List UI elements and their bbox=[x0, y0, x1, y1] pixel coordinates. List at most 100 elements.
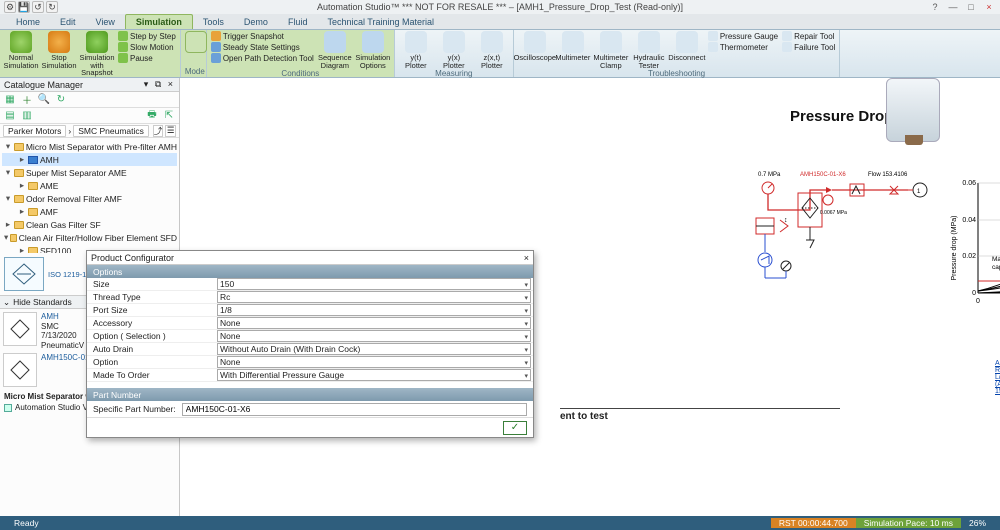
yt-plotter-button[interactable]: y(t) Plotter bbox=[399, 31, 433, 69]
opt-label: Made To Order bbox=[87, 370, 215, 380]
tree-node[interactable]: Clean Gas Filter SF bbox=[26, 220, 101, 230]
schem-label: Flow 153.4106 bbox=[868, 172, 908, 178]
cat-search-icon[interactable]: 🔍 bbox=[37, 93, 51, 107]
crumb-item[interactable]: Parker Motors bbox=[3, 125, 66, 137]
tree-node[interactable]: SFD100 bbox=[40, 246, 71, 254]
tab-tools[interactable]: Tools bbox=[193, 15, 234, 29]
catalogue-title: Catalogue Manager bbox=[4, 80, 83, 90]
cat-refresh-icon[interactable]: ↻ bbox=[54, 93, 68, 107]
snapshot-sim-button[interactable]: Simulation with Snapshot bbox=[80, 31, 114, 77]
tab-view[interactable]: View bbox=[86, 15, 125, 29]
flow-result-link[interactable]: Air Flow Rate L/min (ANR): 153.4106 bbox=[995, 360, 1000, 395]
dialog-titlebar[interactable]: Product Configurator × bbox=[87, 251, 533, 265]
open-path-button[interactable]: Open Path Detection Tool bbox=[211, 53, 314, 63]
accessory-select[interactable]: None bbox=[217, 317, 531, 329]
tree-node[interactable]: Clean Air Filter/Hollow Fiber Element SF… bbox=[19, 233, 177, 243]
tab-fluid[interactable]: Fluid bbox=[278, 15, 318, 29]
opt-label: Port Size bbox=[87, 305, 215, 315]
pause-button[interactable]: Pause bbox=[118, 53, 176, 63]
svg-text:Max. flow: Max. flow bbox=[992, 256, 1000, 263]
cat-print-icon[interactable]: 🖶 bbox=[145, 109, 159, 123]
size-select[interactable]: 150 bbox=[217, 278, 531, 290]
partnumber-row: Specific Part Number: bbox=[87, 401, 533, 417]
cat-add-icon[interactable]: ＋ bbox=[20, 93, 34, 107]
svg-text:Pressure drop (MPa): Pressure drop (MPa) bbox=[951, 216, 958, 281]
ok-button[interactable]: ✓ bbox=[503, 421, 527, 435]
tree-node[interactable]: AMF bbox=[40, 207, 58, 217]
pneumatic-schematic: 0.7 MPa AMH150C-01-X6 Flow 153.4106 bbox=[750, 168, 940, 298]
pressure-gauge-button[interactable]: Pressure Gauge bbox=[708, 31, 778, 41]
steady-state-button[interactable]: Steady State Settings bbox=[211, 42, 314, 52]
tab-simulation[interactable]: Simulation bbox=[125, 14, 193, 29]
tab-training[interactable]: Technical Training Material bbox=[317, 15, 444, 29]
oscilloscope-button[interactable]: Oscilloscope bbox=[518, 31, 552, 62]
opt-label: Thread Type bbox=[87, 292, 215, 302]
trigger-snapshot-button[interactable]: Trigger Snapshot bbox=[211, 31, 314, 41]
maximize-button[interactable]: □ bbox=[964, 1, 978, 13]
tree-node[interactable]: Super Mist Separator AME bbox=[26, 168, 127, 178]
cat-new-icon[interactable]: ▦ bbox=[3, 93, 17, 107]
port-select[interactable]: 1/8 bbox=[217, 304, 531, 316]
crumb-up-icon[interactable]: ⤴ bbox=[153, 125, 164, 137]
catalogue-breadcrumb: Parker Motors › SMC Pneumatics ⤴ ☰ bbox=[0, 124, 179, 138]
tab-edit[interactable]: Edit bbox=[50, 15, 86, 29]
status-rst: RST 00:00:44.700 bbox=[771, 518, 856, 528]
options-body: Size150 Thread TypeRc Port Size1/8 Acces… bbox=[87, 278, 533, 388]
cat-export-icon[interactable]: ⇱ bbox=[162, 109, 176, 123]
dialog-title: Product Configurator bbox=[91, 253, 174, 263]
sequence-diagram-button[interactable]: Sequence Diagram bbox=[318, 31, 352, 69]
hydraulic-tester-button[interactable]: Hydraulic Tester bbox=[632, 31, 666, 69]
tree-node[interactable]: Odor Removal Filter AMF bbox=[26, 194, 122, 204]
thread-select[interactable]: Rc bbox=[217, 291, 531, 303]
tree-node[interactable]: AME bbox=[40, 181, 58, 191]
qat-button[interactable]: 💾 bbox=[18, 1, 30, 13]
option-sel-select[interactable]: None bbox=[217, 330, 531, 342]
stop-sim-button[interactable]: Stop Simulation bbox=[42, 31, 76, 69]
sim-options-button[interactable]: Simulation Options bbox=[356, 31, 390, 69]
ribbon-group-conditions: Trigger Snapshot Steady State Settings O… bbox=[207, 30, 395, 77]
minimize-button[interactable]: — bbox=[946, 1, 960, 13]
mode-button[interactable] bbox=[185, 31, 207, 54]
qat-button[interactable]: ↻ bbox=[46, 1, 58, 13]
yx-plotter-button[interactable]: y(x) Plotter bbox=[437, 31, 471, 69]
close-button[interactable]: × bbox=[982, 1, 996, 13]
catalogue-tree[interactable]: ▾Micro Mist Separator with Pre-filter AM… bbox=[0, 138, 179, 253]
failure-tool-button[interactable]: Failure Tool bbox=[782, 42, 835, 52]
multimeter-clamp-button[interactable]: Multimeter Clamp bbox=[594, 31, 628, 69]
tree-node[interactable]: Micro Mist Separator with Pre-filter AMH bbox=[26, 142, 177, 152]
panel-controls[interactable]: ▾ ⧉ × bbox=[144, 79, 175, 90]
thermometer-button[interactable]: Thermometer bbox=[708, 42, 778, 52]
disconnect-button[interactable]: Disconnect bbox=[670, 31, 704, 62]
partnumber-input[interactable] bbox=[182, 403, 527, 416]
repair-tool-button[interactable]: Repair Tool bbox=[782, 31, 835, 41]
status-bar: Ready RST 00:00:44.700 Simulation Pace: … bbox=[0, 516, 1000, 530]
autodrain-select[interactable]: Without Auto Drain (With Drain Cock) bbox=[217, 343, 531, 355]
option-select[interactable]: None bbox=[217, 356, 531, 368]
tree-node[interactable]: AMH bbox=[40, 155, 59, 165]
tab-demo[interactable]: Demo bbox=[234, 15, 278, 29]
qat-button[interactable]: ⚙ bbox=[4, 1, 16, 13]
normal-sim-button[interactable]: Normal Simulation bbox=[4, 31, 38, 69]
qat-button[interactable]: ↺ bbox=[32, 1, 44, 13]
cat-filter-icon[interactable]: ▥ bbox=[20, 109, 34, 123]
ribbon-tabstrip: Home Edit View Simulation Tools Demo Flu… bbox=[0, 14, 1000, 30]
partnumber-section-header: Part Number bbox=[87, 388, 533, 401]
standard-symbol[interactable] bbox=[4, 257, 44, 291]
crumb-item[interactable]: SMC Pneumatics bbox=[73, 125, 149, 137]
slow-button[interactable]: Slow Motion bbox=[118, 42, 176, 52]
cat-view-icon[interactable]: ▤ bbox=[3, 109, 17, 123]
status-zoom[interactable]: 26% bbox=[961, 518, 994, 528]
opt-label: Accessory bbox=[87, 318, 215, 328]
multimeter-button[interactable]: Multimeter bbox=[556, 31, 590, 62]
help-button[interactable]: ? bbox=[928, 1, 942, 13]
step-button[interactable]: Step by Step bbox=[118, 31, 176, 41]
mto-select[interactable]: With Differential Pressure Gauge bbox=[217, 369, 531, 381]
zt-plotter-button[interactable]: z(x,t) Plotter bbox=[475, 31, 509, 69]
crumb-menu-icon[interactable]: ☰ bbox=[165, 125, 176, 137]
pn-label: Specific Part Number: bbox=[93, 404, 176, 414]
tab-home[interactable]: Home bbox=[6, 15, 50, 29]
part-thumb-2[interactable] bbox=[3, 353, 37, 387]
part-thumb[interactable] bbox=[3, 312, 37, 346]
dialog-close-button[interactable]: × bbox=[524, 253, 529, 263]
chart-result-links: Air Flow Rate L/min (ANR): 153.4106 Pres… bbox=[995, 360, 1000, 412]
